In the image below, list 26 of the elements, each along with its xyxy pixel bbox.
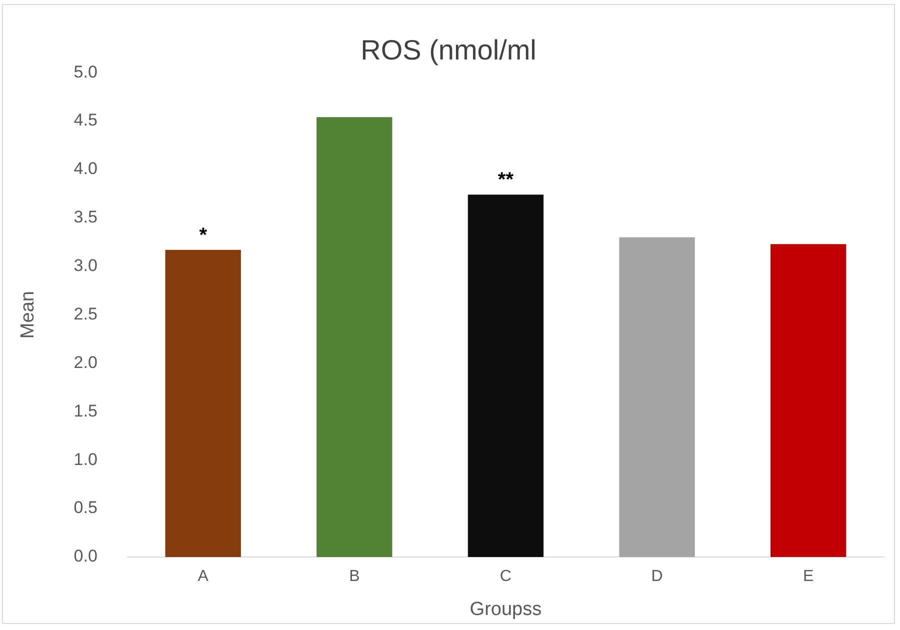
bar xyxy=(619,237,695,557)
annotation: ** xyxy=(498,169,514,192)
y-tick-label: 4.0 xyxy=(74,159,98,178)
y-tick-label: 0.5 xyxy=(74,498,98,518)
y-tick-label: 2.0 xyxy=(74,352,98,372)
x-tick-label: B xyxy=(349,568,360,586)
x-tick-label: C xyxy=(500,568,512,586)
y-tick-label: 2.5 xyxy=(74,304,98,324)
y-tick-label: 4.5 xyxy=(74,110,98,130)
chart-title: ROS (nmol/ml xyxy=(360,34,536,66)
bar xyxy=(770,244,846,557)
bar xyxy=(316,117,392,557)
y-tick-label: 5.0 xyxy=(74,62,98,82)
bar xyxy=(468,194,544,557)
y-tick-label: 3.0 xyxy=(74,256,98,276)
x-axis-title: Groupss xyxy=(470,598,542,620)
x-tick-label: D xyxy=(651,568,663,586)
annotation: * xyxy=(199,224,208,246)
y-tick-label: 1.0 xyxy=(74,450,98,469)
bar xyxy=(165,250,241,557)
y-tick-label: 0.0 xyxy=(74,546,98,566)
y-tick-label: 1.5 xyxy=(74,401,98,420)
x-tick-label: E xyxy=(803,568,814,586)
y-tick-label: 3.5 xyxy=(74,208,98,227)
x-tick-label: A xyxy=(198,568,209,586)
y-axis-title: Mean xyxy=(18,291,39,339)
